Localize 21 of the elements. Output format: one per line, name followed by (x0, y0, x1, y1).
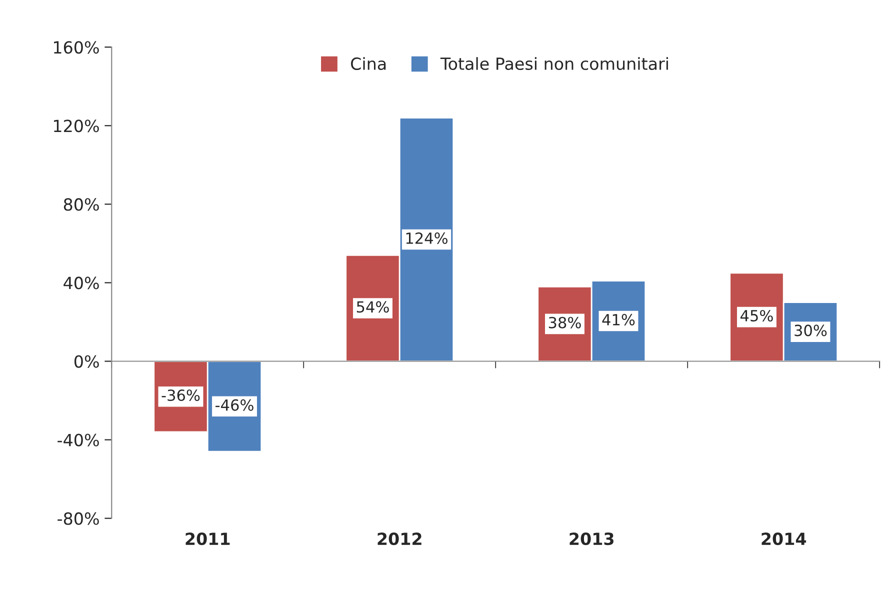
data-label: 54% (356, 301, 389, 313)
data-label: 41% (602, 314, 635, 326)
y-tick-label: -80% (58, 512, 99, 525)
data-label: -36% (162, 389, 200, 402)
x-tick-label: 2013 (570, 532, 614, 546)
data-label: 38% (548, 316, 581, 328)
data-label: 30% (794, 324, 827, 336)
y-tick-label: -40% (58, 434, 99, 446)
x-tick-label: 2014 (762, 532, 806, 546)
legend-label: Cina (351, 57, 386, 70)
data-label: 124% (406, 232, 448, 244)
data-label: 45% (740, 310, 773, 322)
y-tick-label: 80% (64, 198, 99, 211)
legend-label: Totale Paesi non comunitari (440, 57, 668, 70)
y-tick-label: 160% (54, 41, 99, 54)
x-tick-label: 2012 (378, 532, 422, 546)
y-tick-label: 40% (64, 276, 99, 290)
data-label: -46% (216, 399, 254, 411)
x-tick-label: 2011 (186, 532, 230, 546)
y-tick-label: 120% (54, 120, 99, 132)
y-tick-label: 0% (74, 355, 99, 368)
